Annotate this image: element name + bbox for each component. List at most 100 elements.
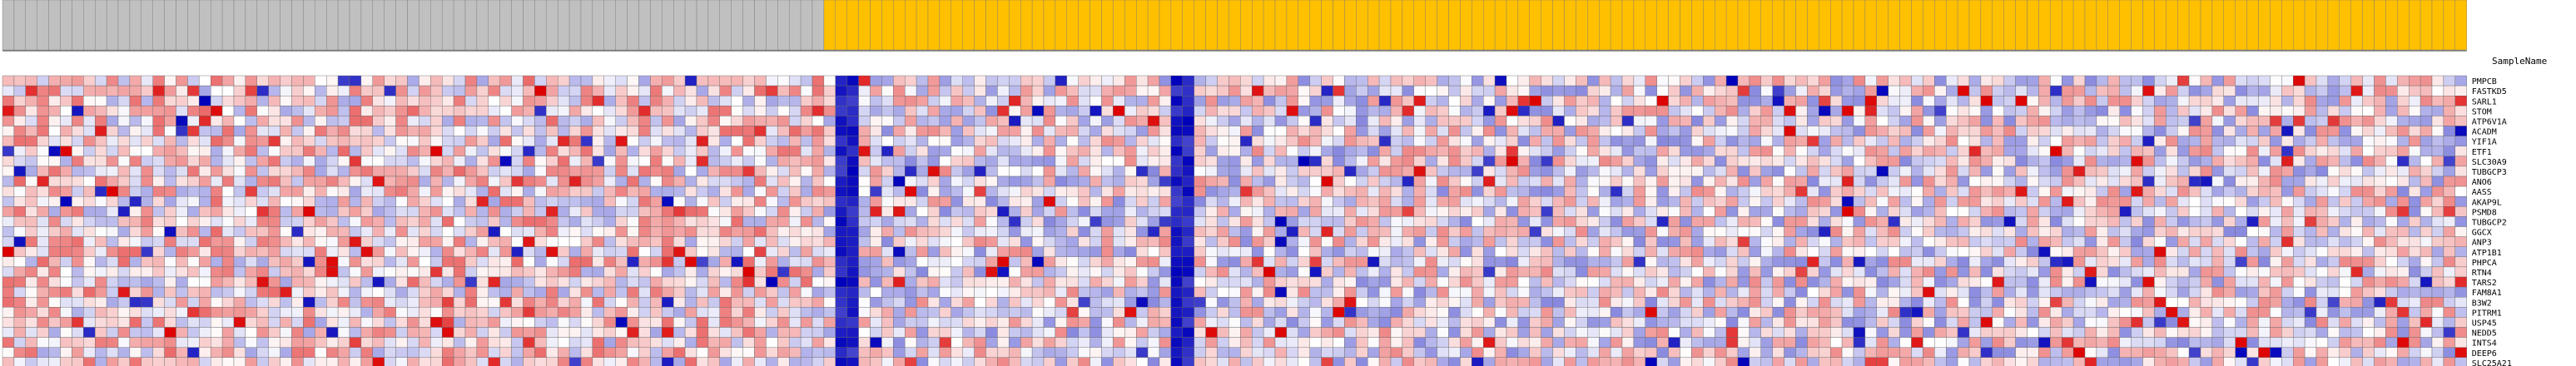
- heatmap-cell: [1598, 246, 1611, 258]
- heatmap-cell: [2107, 116, 2120, 126]
- heatmap-cell: [1009, 297, 1021, 308]
- heatmap-cell: [1645, 136, 1657, 146]
- heatmap-cell: [858, 75, 871, 87]
- heatmap-cell: [1517, 166, 1531, 177]
- heatmap-cell: [2061, 195, 2074, 207]
- heatmap-cell: [893, 297, 906, 308]
- heatmap-cell: [974, 286, 986, 298]
- heatmap-cell: [2443, 156, 2455, 167]
- heatmap-cell: [384, 276, 396, 288]
- heatmap-cell: [846, 106, 859, 116]
- heatmap-cell: [245, 226, 257, 237]
- heatmap-cell: [360, 185, 373, 197]
- heatmap-cell: [1460, 176, 1472, 187]
- heatmap-cell: [1321, 195, 1333, 207]
- heatmap-cell: [881, 185, 894, 197]
- heatmap-cell: [2061, 95, 2074, 106]
- heatmap-cell: [1587, 276, 1600, 288]
- heatmap-cell: [846, 226, 859, 237]
- heatmap-cell: [1703, 156, 1715, 167]
- heatmap-cell: [129, 85, 141, 96]
- heatmap-cell: [303, 236, 315, 247]
- heatmap-cell: [1598, 236, 1611, 247]
- heatmap-cell: [1576, 95, 1588, 106]
- heatmap-cell: [2119, 166, 2132, 177]
- heatmap-cell: [2131, 256, 2143, 268]
- heatmap-cell: [25, 75, 37, 87]
- heatmap-cell: [870, 176, 882, 187]
- heatmap-cell: [2107, 216, 2120, 227]
- heatmap-cell: [1541, 286, 1553, 298]
- heatmap-cell: [2235, 85, 2247, 96]
- heatmap-cell: [2038, 185, 2051, 197]
- heatmap-cell: [419, 85, 431, 96]
- heatmap-cell: [2235, 286, 2247, 298]
- heatmap-cell: [1552, 176, 1565, 187]
- heatmap-cell: [1714, 156, 1727, 167]
- heatmap-cell: [2107, 166, 2120, 177]
- heatmap-cell: [1957, 126, 1970, 136]
- heatmap-cell: [72, 195, 84, 207]
- heatmap-cell: [2072, 286, 2086, 298]
- heatmap-cell: [349, 106, 362, 116]
- heatmap-cell: [1205, 256, 1218, 268]
- heatmap-cell: [1274, 236, 1288, 247]
- heatmap-cell: [1680, 195, 1692, 207]
- heatmap-cell: [1124, 286, 1137, 298]
- heatmap-cell: [37, 166, 49, 177]
- heatmap-cell: [1309, 95, 1322, 106]
- heatmap-cell: [1448, 276, 1461, 288]
- heatmap-cell: [754, 126, 767, 136]
- heatmap-cell: [1413, 126, 1426, 136]
- heatmap-cell: [1853, 106, 1866, 116]
- heatmap-cell: [2350, 195, 2363, 207]
- heatmap-cell: [1564, 106, 1576, 116]
- heatmap-cell: [1425, 136, 1437, 146]
- heatmap-cell: [407, 95, 419, 106]
- heatmap-cell: [187, 166, 200, 177]
- heatmap-cell: [1564, 276, 1576, 288]
- heatmap-cell: [1899, 256, 1912, 268]
- heatmap-cell: [2258, 266, 2271, 278]
- heatmap-cell: [1286, 166, 1299, 177]
- heatmap-cell: [280, 146, 292, 156]
- heatmap-cell: [1031, 106, 1045, 116]
- heatmap-cell: [1795, 116, 1808, 126]
- heatmap-cell: [1135, 146, 1149, 156]
- heatmap-cell: [94, 276, 107, 288]
- heatmap-cell: [187, 256, 200, 268]
- sample-header-cell: [662, 0, 674, 51]
- heatmap-cell: [349, 206, 362, 217]
- heatmap-cell: [1390, 126, 1403, 136]
- heatmap-cell: [870, 95, 882, 106]
- heatmap-cell: [1888, 146, 1900, 156]
- heatmap-cell: [1703, 276, 1715, 288]
- heatmap-cell: [2408, 256, 2421, 268]
- heatmap-cell: [1945, 276, 1958, 288]
- heatmap-cell: [1934, 195, 1947, 207]
- heatmap-cell: [117, 276, 131, 288]
- heatmap-cell: [558, 136, 570, 146]
- heatmap-cell: [1009, 146, 1021, 156]
- heatmap-cell: [916, 206, 929, 217]
- heatmap-cell: [1321, 256, 1333, 268]
- heatmap-cell: [2281, 286, 2294, 298]
- heatmap-cell: [2084, 226, 2097, 237]
- heatmap-cell: [568, 276, 582, 288]
- heatmap-cell: [141, 116, 153, 126]
- heatmap-cell: [1691, 216, 1704, 227]
- heatmap-cell: [997, 266, 1010, 278]
- heatmap-cell: [326, 106, 339, 116]
- heatmap-cell: [731, 166, 743, 177]
- heatmap-cell: [407, 85, 419, 96]
- heatmap-cell: [1784, 75, 1796, 87]
- heatmap-cell: [2292, 256, 2305, 268]
- heatmap-cell: [60, 236, 72, 247]
- heatmap-cell: [233, 176, 246, 187]
- heatmap-cell: [1101, 146, 1114, 156]
- heatmap-cell: [1633, 166, 1646, 177]
- sample-header-cell: [2385, 0, 2398, 51]
- heatmap-cell: [1286, 266, 1299, 278]
- heatmap-cell: [2292, 185, 2305, 197]
- sample-header-cell: [1482, 0, 1496, 51]
